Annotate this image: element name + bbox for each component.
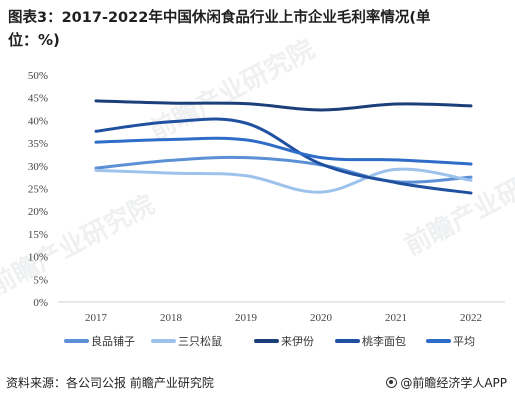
series-line — [94, 117, 473, 195]
y-tick-label: 50% — [28, 70, 48, 82]
x-axis-labels: 2017 2018 2019 2020 2021 2022 — [85, 312, 482, 324]
brand-credit: @前瞻经济学人APP — [386, 374, 507, 391]
y-tick-label: 35% — [28, 138, 48, 150]
source-note: 资料来源：各公司公报 前瞻产业研究院 — [6, 376, 214, 390]
y-tick-label: 15% — [28, 229, 48, 241]
x-tick-label: 2021 — [385, 312, 407, 324]
y-tick-label: 10% — [28, 252, 48, 264]
y-tick-label: 20% — [28, 206, 48, 218]
x-tick-label: 2018 — [160, 312, 183, 324]
y-tick-label: 40% — [28, 115, 48, 127]
y-tick-label: 0% — [33, 297, 48, 309]
legend-label: 良品铺子 — [91, 334, 135, 348]
legend-label: 桃李面包 — [362, 334, 406, 348]
legend-label: 平均 — [453, 335, 475, 348]
legend-label: 三只松鼠 — [178, 334, 222, 348]
chart-title-continued: 位：%) — [8, 31, 60, 49]
x-tick-label: 2019 — [235, 312, 258, 324]
series-line — [94, 167, 473, 194]
legend: 良品铺子 三只松鼠 来伊份 桃李面包 平均 — [64, 334, 475, 348]
series-line — [94, 99, 473, 112]
brand-logo-icon — [386, 377, 398, 388]
y-axis-labels: 0% 5% 10% 15% 20% 25% 30% 35% 40% 45% 50% — [28, 70, 48, 309]
y-tick-label: 45% — [28, 93, 48, 105]
y-tick-label: 25% — [28, 184, 48, 196]
series-line — [94, 136, 473, 166]
x-tick-label: 2017 — [85, 312, 108, 324]
x-tick-label: 2020 — [310, 312, 333, 324]
y-tick-label: 5% — [33, 274, 48, 286]
series-line — [94, 155, 473, 184]
chart-title: 图表3：2017-2022年中国休闲食品行业上市企业毛利率情况(单 — [8, 10, 431, 26]
series-lines — [94, 99, 473, 195]
y-tick-label: 30% — [28, 161, 48, 173]
brand-label: @前瞻经济学人APP — [400, 376, 507, 390]
legend-label: 来伊份 — [281, 335, 314, 348]
x-tick-label: 2022 — [460, 312, 482, 324]
